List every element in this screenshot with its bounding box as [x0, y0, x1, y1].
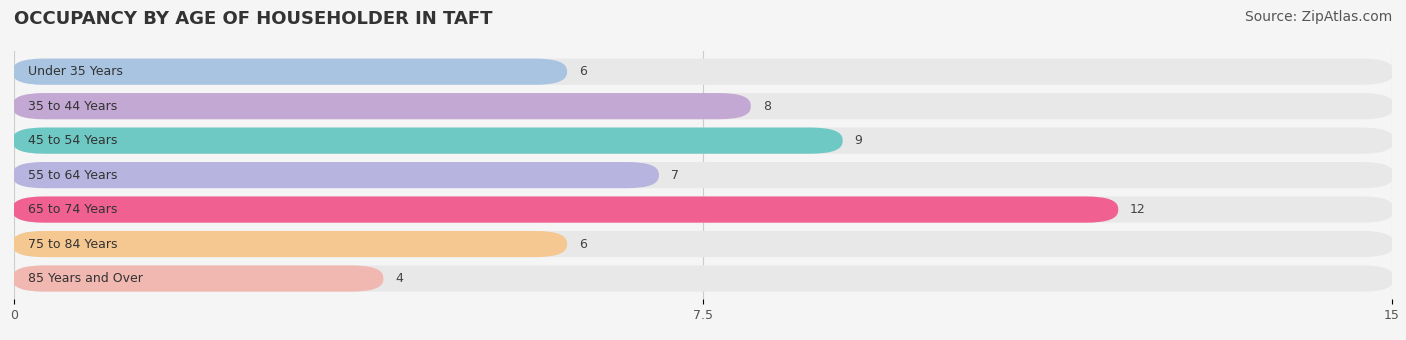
- Text: 6: 6: [579, 65, 586, 78]
- Text: 9: 9: [855, 134, 862, 147]
- FancyBboxPatch shape: [13, 231, 1393, 257]
- FancyBboxPatch shape: [13, 266, 1393, 292]
- FancyBboxPatch shape: [13, 266, 384, 292]
- Text: Source: ZipAtlas.com: Source: ZipAtlas.com: [1244, 10, 1392, 24]
- Text: 12: 12: [1130, 203, 1146, 216]
- FancyBboxPatch shape: [13, 93, 1393, 119]
- FancyBboxPatch shape: [13, 231, 567, 257]
- FancyBboxPatch shape: [13, 128, 842, 154]
- Text: 4: 4: [395, 272, 404, 285]
- FancyBboxPatch shape: [13, 58, 1393, 85]
- FancyBboxPatch shape: [13, 197, 1393, 223]
- FancyBboxPatch shape: [13, 128, 1393, 154]
- FancyBboxPatch shape: [13, 162, 1393, 188]
- Text: Under 35 Years: Under 35 Years: [28, 65, 122, 78]
- Text: OCCUPANCY BY AGE OF HOUSEHOLDER IN TAFT: OCCUPANCY BY AGE OF HOUSEHOLDER IN TAFT: [14, 10, 492, 28]
- Text: 85 Years and Over: 85 Years and Over: [28, 272, 143, 285]
- FancyBboxPatch shape: [13, 58, 567, 85]
- Text: 55 to 64 Years: 55 to 64 Years: [28, 169, 117, 182]
- Text: 8: 8: [762, 100, 770, 113]
- FancyBboxPatch shape: [13, 162, 659, 188]
- Text: 7: 7: [671, 169, 679, 182]
- FancyBboxPatch shape: [13, 93, 751, 119]
- Text: 45 to 54 Years: 45 to 54 Years: [28, 134, 117, 147]
- Text: 75 to 84 Years: 75 to 84 Years: [28, 238, 117, 251]
- Text: 65 to 74 Years: 65 to 74 Years: [28, 203, 117, 216]
- FancyBboxPatch shape: [13, 197, 1118, 223]
- Text: 6: 6: [579, 238, 586, 251]
- Text: 35 to 44 Years: 35 to 44 Years: [28, 100, 117, 113]
